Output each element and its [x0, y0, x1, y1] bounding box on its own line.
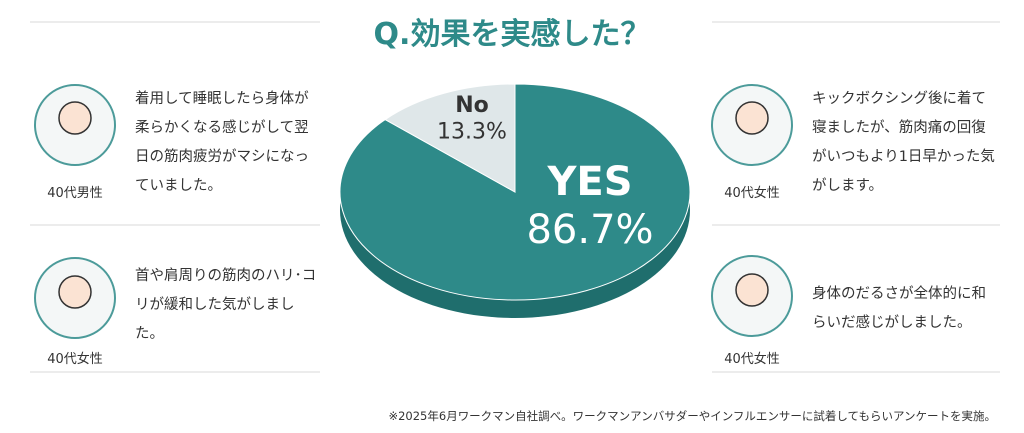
testimonial-person: 40代男性 — [47, 186, 103, 201]
slice-value: 86.7% — [526, 207, 653, 253]
slice-name: YES — [546, 159, 632, 205]
testimonial-text: 身体のだるさが全体的に和らいだ感じがしました。 — [812, 286, 986, 331]
footnote: ※2025年6月ワークマン自社調べ。ワークマンアンバサダーやインフルエンサーに試… — [388, 409, 996, 423]
testimonial-person: 40代女性 — [47, 352, 103, 367]
slice-value: 13.3% — [437, 119, 507, 144]
avatar-faces — [58, 101, 769, 309]
testimonial-person: 40代女性 — [724, 352, 780, 367]
pie-slice — [384, 83, 516, 193]
testimonial-person: 40代女性 — [724, 186, 780, 201]
slice-name: No — [455, 93, 489, 118]
testimonial-text: 首や肩周りの筋肉のハリ･コリが緩和した気がしました。 — [135, 268, 317, 342]
testimonial-text: キックボクシング後に着て寝ましたが、筋肉痛の回復がいつもより1日早かった気がしま… — [812, 91, 995, 194]
chart-title: Q.効果を実感した？ — [374, 17, 651, 52]
testimonial-text: 着用して睡眠したら身体が柔らかくなる感じがして翌日の筋肉疲労がマシになっていまし… — [135, 91, 309, 194]
separators — [30, 21, 1000, 373]
